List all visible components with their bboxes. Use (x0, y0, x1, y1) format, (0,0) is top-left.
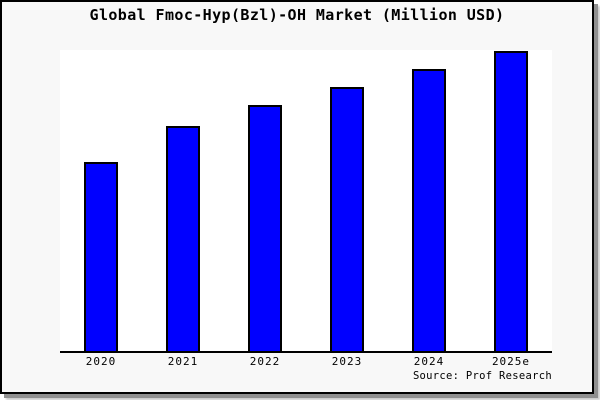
source-note: Source: Prof Research (412, 370, 552, 382)
bar-2021 (166, 126, 200, 351)
x-tick-2020: 2020 (85, 355, 117, 368)
bar-2025e (494, 51, 528, 351)
x-axis-tick-labels: 2020 2021 2022 2023 2024 2025e (60, 355, 552, 371)
bar-2022 (248, 105, 282, 351)
x-tick-2021: 2021 (167, 355, 199, 368)
bar-2024 (412, 69, 446, 351)
x-tick-2024: 2024 (413, 355, 445, 368)
chart-title: Global Fmoc-Hyp(Bzl)-OH Market (Million … (89, 6, 505, 24)
chart-frame: Global Fmoc-Hyp(Bzl)-OH Market (Million … (0, 0, 594, 394)
x-tick-2025e: 2025e (491, 355, 531, 368)
x-tick-2022: 2022 (249, 355, 281, 368)
bar-2023 (330, 87, 364, 351)
plot-area (60, 50, 552, 353)
bar-2020 (84, 162, 118, 351)
x-tick-2023: 2023 (331, 355, 363, 368)
